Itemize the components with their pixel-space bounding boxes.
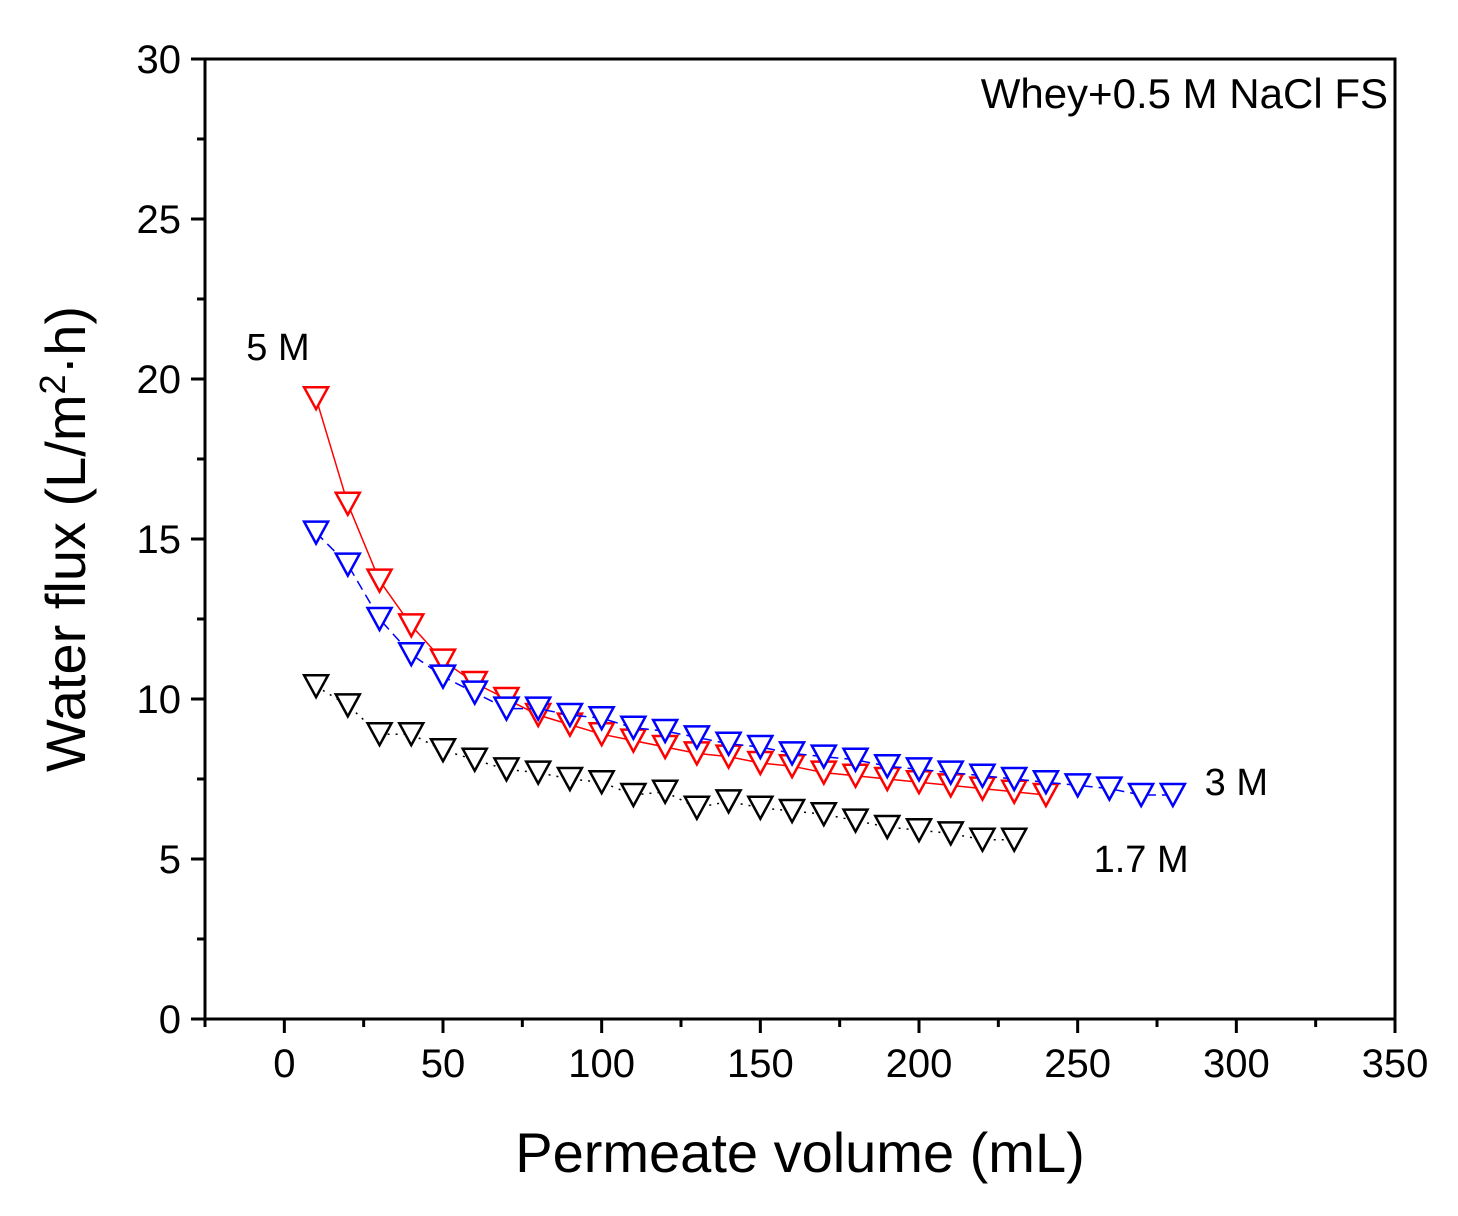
plot-frame — [203, 57, 1397, 1021]
y-axis-title-main: Water flux (L/m — [34, 394, 97, 772]
data-point — [841, 808, 870, 835]
data-point — [651, 718, 680, 745]
data-point — [746, 795, 775, 822]
data-point — [873, 814, 902, 841]
y-axis-title: Water flux (L/m2·h) — [32, 306, 97, 772]
data-point — [651, 779, 680, 806]
data-point — [936, 760, 965, 787]
data-point — [682, 795, 711, 822]
data-point — [587, 705, 616, 732]
data-point — [682, 725, 711, 752]
data-point — [714, 731, 743, 758]
data-point — [524, 760, 553, 787]
data-point — [428, 737, 458, 764]
data-point — [333, 491, 362, 518]
data-point — [1127, 782, 1156, 809]
data-point — [365, 606, 394, 633]
data-point — [397, 641, 426, 668]
data-point — [936, 821, 965, 848]
series-label: 1.7 M — [1094, 839, 1189, 881]
x-axis-title: Permeate volume (mL) — [515, 1121, 1085, 1184]
data-point — [746, 734, 775, 761]
data-point — [555, 702, 585, 729]
x-tick-label: 150 — [727, 1042, 794, 1086]
series-label: 5 M — [246, 327, 309, 369]
data-point — [460, 747, 489, 774]
data-point — [904, 817, 934, 844]
series-5-m — [301, 385, 1061, 809]
data-point — [873, 753, 902, 780]
x-tick-label: 200 — [886, 1042, 953, 1086]
data-point — [333, 693, 362, 720]
y-tick-label: 20 — [137, 358, 182, 402]
x-tick-label: 350 — [1362, 1042, 1429, 1086]
y-tick-label: 0 — [159, 998, 181, 1042]
data-point — [365, 721, 394, 748]
data-point — [619, 715, 648, 742]
data-point — [397, 721, 426, 748]
y-tick-label: 25 — [137, 198, 182, 242]
x-tick-label: 0 — [273, 1042, 295, 1086]
data-point — [904, 757, 934, 784]
data-point — [809, 801, 838, 828]
series-labels: 5 M 3 M 1.7 M — [246, 327, 1268, 881]
y-axis-title-tail: ·h) — [34, 306, 97, 374]
data-point — [524, 696, 553, 723]
data-point — [1031, 769, 1061, 796]
data-point — [428, 664, 458, 691]
y-axis-ticks: 0 5 10 15 20 25 30 — [137, 38, 205, 1042]
y-tick-label: 10 — [137, 678, 182, 722]
chart-annotation: Whey+0.5 M NaCl FS — [981, 70, 1388, 117]
data-point — [1158, 782, 1187, 809]
series-line — [315, 532, 1173, 796]
series-line — [315, 397, 1047, 796]
data-point — [1095, 776, 1124, 803]
data-point — [968, 827, 997, 854]
data-point — [619, 782, 648, 809]
data-point — [1000, 827, 1029, 854]
data-point — [555, 766, 585, 793]
y-tick-label: 15 — [137, 518, 182, 562]
data-point — [301, 520, 331, 547]
data-point — [587, 769, 616, 796]
data-point — [333, 552, 362, 579]
x-axis-ticks: 0 50 100 150 200 250 300 350 — [203, 1019, 1429, 1086]
data-point — [777, 741, 807, 768]
data-point — [968, 763, 997, 790]
data-point — [777, 798, 807, 825]
series-label: 3 M — [1205, 762, 1268, 804]
series-1-7-m — [301, 673, 1029, 854]
data-point — [714, 789, 743, 816]
y-tick-label: 30 — [137, 38, 182, 82]
data-point — [809, 744, 838, 771]
x-tick-label: 50 — [421, 1042, 466, 1086]
x-tick-label: 250 — [1044, 1042, 1111, 1086]
data-point — [301, 673, 331, 700]
data-point — [428, 648, 458, 675]
data-point — [301, 385, 331, 412]
data-point — [841, 747, 870, 774]
x-tick-label: 300 — [1203, 1042, 1270, 1086]
data-point — [1063, 773, 1092, 800]
data-point — [492, 757, 521, 784]
data-point — [397, 613, 426, 640]
data-point — [365, 568, 394, 595]
data-point — [460, 680, 489, 707]
y-tick-label: 5 — [159, 838, 181, 882]
x-tick-label: 100 — [568, 1042, 635, 1086]
series-3-m — [301, 520, 1187, 809]
y-axis-title-sup: 2 — [32, 374, 73, 394]
data-point — [492, 696, 521, 723]
series-layer — [301, 385, 1187, 854]
data-point — [1000, 766, 1029, 793]
